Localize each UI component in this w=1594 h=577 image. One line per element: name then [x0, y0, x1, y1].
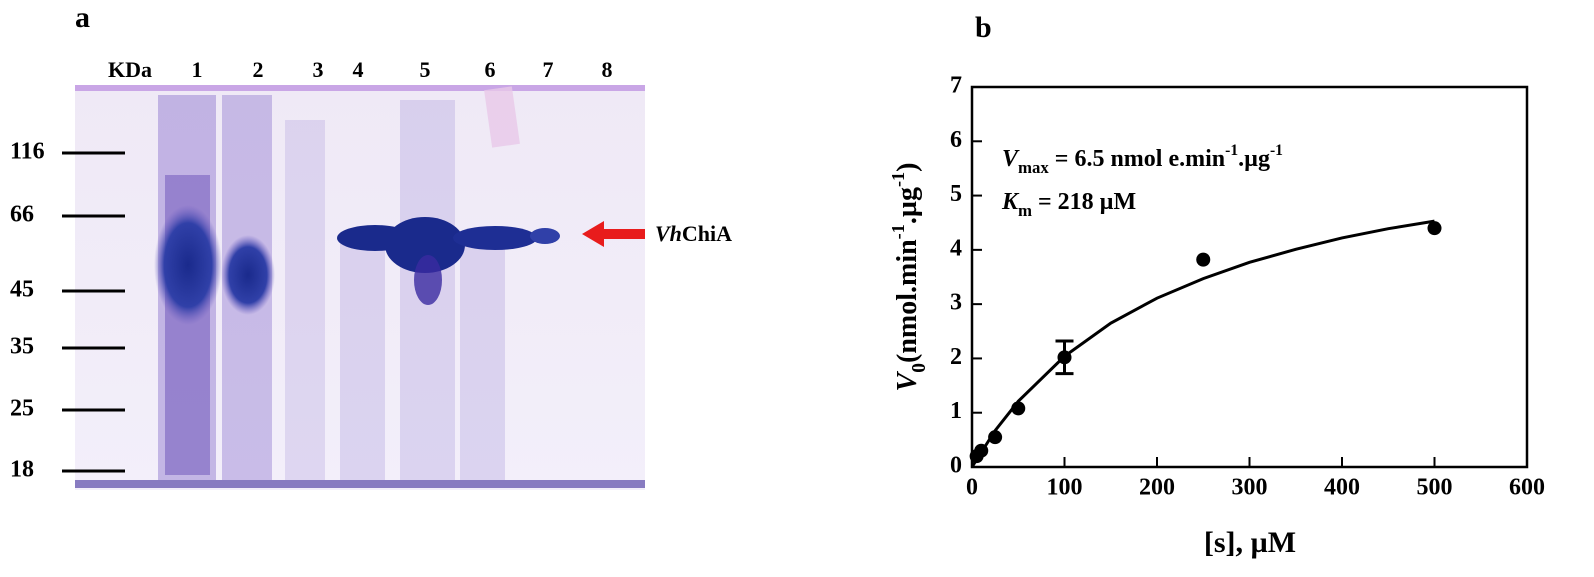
text-run: -1 — [1270, 142, 1283, 159]
lane-label: 1 — [192, 57, 203, 82]
y-tick-label: 3 — [950, 290, 962, 316]
marker-label: 116 — [10, 139, 45, 165]
y-axis-label: V0(nmol.min-1.µg-1) — [888, 163, 930, 392]
unit-label: KDa — [108, 57, 152, 82]
y-tick-label: 2 — [950, 344, 962, 370]
annotation: Km = 218 µM — [1001, 189, 1136, 221]
plot-frame — [970, 85, 1529, 469]
text-run: max — [1018, 158, 1049, 177]
lane-label: 2 — [253, 57, 264, 82]
x-tick-label: 100 — [1047, 475, 1083, 501]
panel-label: a — [75, 1, 90, 34]
text-run: V — [892, 370, 923, 391]
y-tick-label: 5 — [950, 181, 962, 207]
x-tick-label: 400 — [1324, 475, 1360, 501]
marker-label: 66 — [10, 202, 34, 228]
lane-label: 5 — [420, 57, 431, 82]
y-tick-label: 4 — [950, 235, 962, 261]
text-run: = 6.5 nmol e.min — [1049, 146, 1225, 172]
text-run: .µg — [1238, 146, 1270, 172]
panel-label: b — [975, 11, 992, 44]
text-run: K — [1001, 189, 1020, 215]
band-arrow — [582, 221, 645, 247]
text-run: (nmol.min — [892, 239, 923, 363]
text-run: Vh — [655, 221, 682, 246]
marker-label: 35 — [10, 334, 34, 360]
marker-label: 25 — [10, 396, 34, 422]
text-run: -1 — [1225, 142, 1238, 159]
marker-label: 45 — [10, 277, 34, 303]
text-run: -1 — [888, 172, 908, 187]
text-run: = 218 µM — [1032, 189, 1136, 215]
text-run: ChiA — [682, 221, 732, 246]
x-axis-label: [s], µM — [1204, 526, 1296, 559]
text-run: 0 — [909, 363, 930, 373]
band-label: VhChiA — [655, 221, 732, 246]
x-tick-label: 600 — [1509, 475, 1545, 501]
data-point — [1011, 401, 1026, 416]
y-tick-label: 1 — [950, 398, 962, 424]
annotation: Vmax = 6.5 nmol e.min-1.µg-1 — [1002, 142, 1283, 177]
data-point — [974, 443, 989, 458]
y-tick-label: 7 — [950, 73, 962, 99]
lane-label: 3 — [313, 57, 324, 82]
lane-label: 8 — [602, 57, 613, 82]
y-tick-label: 6 — [950, 127, 962, 153]
data-point — [988, 430, 1003, 445]
lane-label: 7 — [543, 57, 554, 82]
x-tick-label: 200 — [1139, 475, 1175, 501]
text-run: ) — [892, 163, 923, 172]
error-bar — [1055, 339, 1074, 376]
text-run: V — [1002, 146, 1020, 172]
marker-label: 18 — [10, 457, 34, 483]
data-point — [1427, 221, 1442, 236]
x-tick-label: 500 — [1417, 475, 1453, 501]
lane-label: 4 — [353, 57, 364, 82]
x-tick-label: 300 — [1232, 475, 1268, 501]
gel-image — [75, 85, 645, 490]
data-point — [1196, 252, 1211, 267]
text-run: m — [1018, 201, 1032, 220]
text-run: -1 — [888, 224, 908, 239]
x-tick-label: 0 — [966, 475, 978, 501]
text-run: .µg — [892, 187, 923, 224]
y-tick-label: 0 — [950, 453, 962, 479]
lane-label: 6 — [485, 57, 496, 82]
